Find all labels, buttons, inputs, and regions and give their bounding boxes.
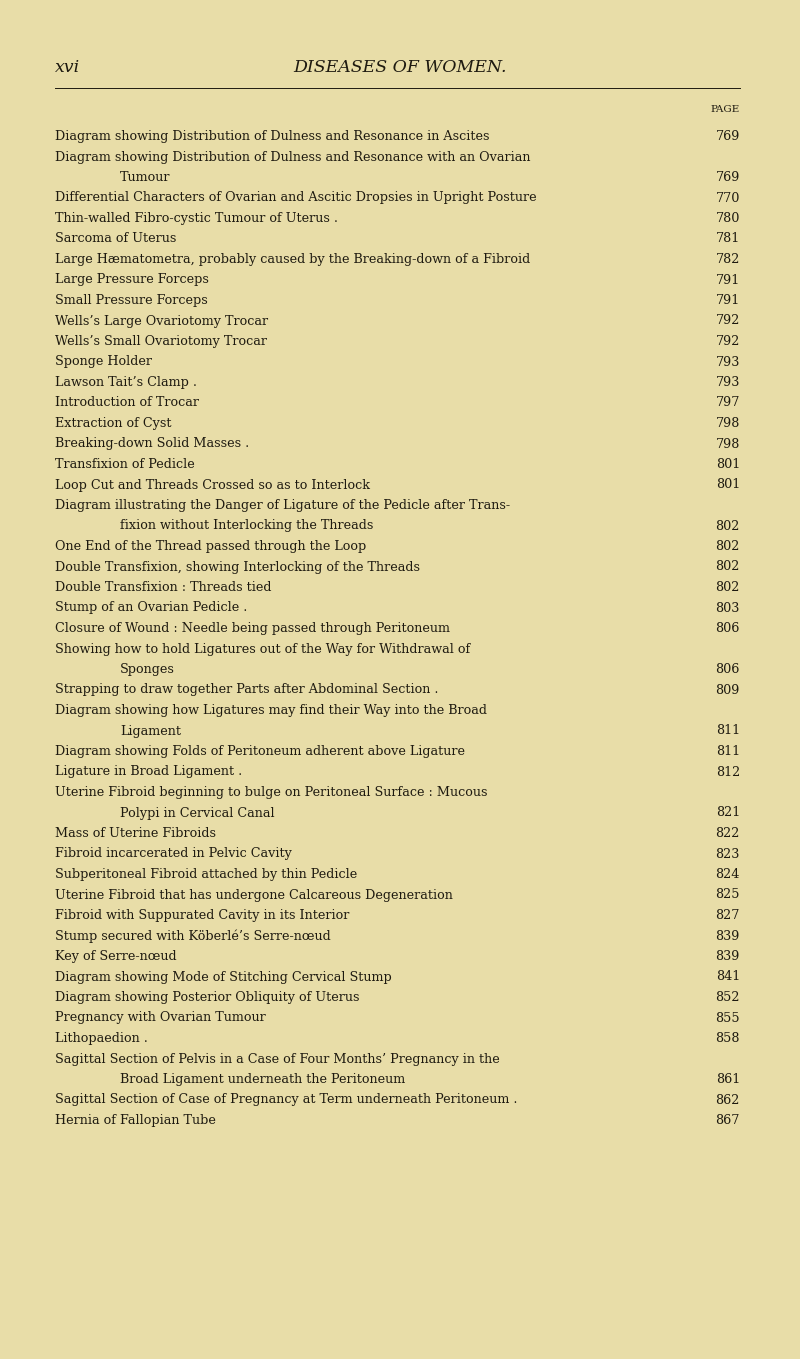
Text: 802: 802: [716, 519, 740, 533]
Text: 802: 802: [716, 540, 740, 553]
Text: Uterine Fibroid that has undergone Calcareous Degeneration: Uterine Fibroid that has undergone Calca…: [55, 889, 453, 901]
Text: fixion without Interlocking the Threads: fixion without Interlocking the Threads: [120, 519, 374, 533]
Text: Subperitoneal Fibroid attached by thin Pedicle: Subperitoneal Fibroid attached by thin P…: [55, 868, 358, 881]
Text: Transfixion of Pedicle: Transfixion of Pedicle: [55, 458, 194, 472]
Text: 781: 781: [716, 232, 740, 246]
Text: Key of Serre-nœud: Key of Serre-nœud: [55, 950, 177, 964]
Text: 855: 855: [715, 1011, 740, 1025]
Text: Diagram showing Distribution of Dulness and Resonance with an Ovarian: Diagram showing Distribution of Dulness …: [55, 151, 530, 163]
Text: Double Transfixion : Threads tied: Double Transfixion : Threads tied: [55, 582, 271, 594]
Text: 812: 812: [716, 765, 740, 779]
Text: 801: 801: [716, 458, 740, 472]
Text: 801: 801: [716, 478, 740, 492]
Text: 780: 780: [716, 212, 740, 226]
Text: Sagittal Section of Case of Pregnancy at Term underneath Peritoneum .: Sagittal Section of Case of Pregnancy at…: [55, 1094, 518, 1106]
Text: Extraction of Cyst: Extraction of Cyst: [55, 417, 171, 429]
Text: 769: 769: [716, 130, 740, 143]
Text: 802: 802: [716, 582, 740, 594]
Text: Sagittal Section of Pelvis in a Case of Four Months’ Pregnancy in the: Sagittal Section of Pelvis in a Case of …: [55, 1052, 500, 1065]
Text: Closure of Wound : Needle being passed through Peritoneum: Closure of Wound : Needle being passed t…: [55, 622, 450, 635]
Text: 821: 821: [716, 806, 740, 819]
Text: 792: 792: [716, 336, 740, 348]
Text: Showing how to hold Ligatures out of the Way for Withdrawal of: Showing how to hold Ligatures out of the…: [55, 643, 470, 655]
Text: 862: 862: [716, 1094, 740, 1106]
Text: Diagram illustrating the Danger of Ligature of the Pedicle after Trans-: Diagram illustrating the Danger of Ligat…: [55, 499, 510, 512]
Text: 809: 809: [716, 684, 740, 697]
Text: 811: 811: [716, 745, 740, 758]
Text: Differential Characters of Ovarian and Ascitic Dropsies in Upright Posture: Differential Characters of Ovarian and A…: [55, 192, 537, 204]
Text: 858: 858: [715, 1031, 740, 1045]
Text: 839: 839: [716, 950, 740, 964]
Text: 791: 791: [716, 273, 740, 287]
Text: 839: 839: [716, 930, 740, 943]
Text: 806: 806: [716, 622, 740, 635]
Text: 824: 824: [716, 868, 740, 881]
Text: Loop Cut and Threads Crossed so as to Interlock: Loop Cut and Threads Crossed so as to In…: [55, 478, 370, 492]
Text: Wells’s Small Ovariotomy Trocar: Wells’s Small Ovariotomy Trocar: [55, 336, 267, 348]
Text: 769: 769: [716, 171, 740, 183]
Text: Thin-walled Fibro-cystic Tumour of Uterus .: Thin-walled Fibro-cystic Tumour of Uteru…: [55, 212, 338, 226]
Text: 798: 798: [716, 438, 740, 450]
Text: 867: 867: [716, 1114, 740, 1127]
Text: Large Hæmatometra, probably caused by the Breaking-down of a Fibroid: Large Hæmatometra, probably caused by th…: [55, 253, 530, 266]
Text: Stump of an Ovarian Pedicle .: Stump of an Ovarian Pedicle .: [55, 602, 247, 614]
Text: Hernia of Fallopian Tube: Hernia of Fallopian Tube: [55, 1114, 216, 1127]
Text: Introduction of Trocar: Introduction of Trocar: [55, 397, 199, 409]
Text: 782: 782: [716, 253, 740, 266]
Text: Lawson Tait’s Clamp .: Lawson Tait’s Clamp .: [55, 376, 197, 389]
Text: One End of the Thread passed through the Loop: One End of the Thread passed through the…: [55, 540, 366, 553]
Text: Mass of Uterine Fibroids: Mass of Uterine Fibroids: [55, 828, 216, 840]
Text: 793: 793: [716, 376, 740, 389]
Text: Fibroid with Suppurated Cavity in its Interior: Fibroid with Suppurated Cavity in its In…: [55, 909, 350, 921]
Text: 792: 792: [716, 314, 740, 328]
Text: Diagram showing how Ligatures may find their Way into the Broad: Diagram showing how Ligatures may find t…: [55, 704, 487, 718]
Text: 841: 841: [716, 970, 740, 984]
Text: 802: 802: [716, 560, 740, 573]
Text: 852: 852: [715, 991, 740, 1004]
Text: 791: 791: [716, 294, 740, 307]
Text: 770: 770: [716, 192, 740, 204]
Text: Strapping to draw together Parts after Abdominal Section .: Strapping to draw together Parts after A…: [55, 684, 438, 697]
Text: DISEASES OF WOMEN.: DISEASES OF WOMEN.: [294, 60, 506, 76]
Text: 797: 797: [716, 397, 740, 409]
Text: Sponges: Sponges: [120, 663, 175, 675]
Text: 825: 825: [715, 889, 740, 901]
Text: Ligature in Broad Ligament .: Ligature in Broad Ligament .: [55, 765, 242, 779]
Text: Lithopaedion .: Lithopaedion .: [55, 1031, 148, 1045]
Text: 793: 793: [716, 356, 740, 368]
Text: Sarcoma of Uterus: Sarcoma of Uterus: [55, 232, 176, 246]
Text: Stump secured with Köberlé’s Serre-nœud: Stump secured with Köberlé’s Serre-nœud: [55, 930, 330, 943]
Text: Large Pressure Forceps: Large Pressure Forceps: [55, 273, 209, 287]
Text: Wells’s Large Ovariotomy Trocar: Wells’s Large Ovariotomy Trocar: [55, 314, 268, 328]
Text: 861: 861: [716, 1074, 740, 1086]
Text: 798: 798: [716, 417, 740, 429]
Text: Diagram showing Posterior Obliquity of Uterus: Diagram showing Posterior Obliquity of U…: [55, 991, 359, 1004]
Text: Double Transfixion, showing Interlocking of the Threads: Double Transfixion, showing Interlocking…: [55, 560, 420, 573]
Text: 822: 822: [716, 828, 740, 840]
Text: Polypi in Cervical Canal: Polypi in Cervical Canal: [120, 806, 274, 819]
Text: Diagram showing Distribution of Dulness and Resonance in Ascites: Diagram showing Distribution of Dulness …: [55, 130, 490, 143]
Text: 803: 803: [716, 602, 740, 614]
Text: 827: 827: [716, 909, 740, 921]
Text: 823: 823: [716, 848, 740, 860]
Text: Uterine Fibroid beginning to bulge on Peritoneal Surface : Mucous: Uterine Fibroid beginning to bulge on Pe…: [55, 786, 487, 799]
Text: Breaking-down Solid Masses .: Breaking-down Solid Masses .: [55, 438, 250, 450]
Text: Tumour: Tumour: [120, 171, 170, 183]
Text: Diagram showing Folds of Peritoneum adherent above Ligature: Diagram showing Folds of Peritoneum adhe…: [55, 745, 465, 758]
Text: Fibroid incarcerated in Pelvic Cavity: Fibroid incarcerated in Pelvic Cavity: [55, 848, 292, 860]
Text: Pregnancy with Ovarian Tumour: Pregnancy with Ovarian Tumour: [55, 1011, 266, 1025]
Text: xvi: xvi: [55, 60, 80, 76]
Text: 811: 811: [716, 724, 740, 738]
Text: Diagram showing Mode of Stitching Cervical Stump: Diagram showing Mode of Stitching Cervic…: [55, 970, 392, 984]
Text: Small Pressure Forceps: Small Pressure Forceps: [55, 294, 208, 307]
Text: PAGE: PAGE: [710, 106, 740, 114]
Text: Ligament: Ligament: [120, 724, 181, 738]
Text: Sponge Holder: Sponge Holder: [55, 356, 152, 368]
Text: 806: 806: [716, 663, 740, 675]
Text: Broad Ligament underneath the Peritoneum: Broad Ligament underneath the Peritoneum: [120, 1074, 406, 1086]
